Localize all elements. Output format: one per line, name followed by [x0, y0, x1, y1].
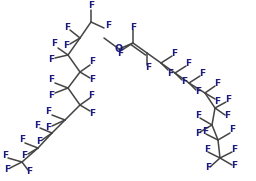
- Text: F: F: [117, 49, 123, 58]
- Text: F: F: [229, 125, 235, 134]
- Text: F: F: [199, 68, 205, 77]
- Text: F: F: [48, 75, 54, 85]
- Text: F: F: [167, 68, 173, 77]
- Text: F: F: [202, 127, 208, 136]
- Text: F: F: [89, 58, 95, 66]
- Text: F: F: [88, 90, 94, 100]
- Text: F: F: [45, 123, 51, 132]
- Text: F: F: [2, 150, 8, 159]
- Text: F: F: [225, 94, 231, 104]
- Text: F: F: [205, 163, 211, 172]
- Text: F: F: [64, 22, 70, 31]
- Text: F: F: [231, 161, 237, 171]
- Text: F: F: [224, 111, 230, 121]
- Text: F: F: [19, 136, 25, 144]
- Text: F: F: [45, 108, 51, 117]
- Text: F: F: [214, 96, 220, 106]
- Text: F: F: [204, 144, 210, 153]
- Text: F: F: [181, 77, 187, 87]
- Text: F: F: [195, 129, 201, 138]
- Text: F: F: [48, 54, 54, 64]
- Text: F: F: [88, 1, 94, 10]
- Text: F: F: [185, 58, 191, 68]
- Text: F: F: [89, 108, 95, 117]
- Text: F: F: [195, 87, 201, 96]
- Text: O: O: [115, 44, 123, 54]
- Text: F: F: [36, 136, 42, 146]
- Text: F: F: [4, 165, 10, 174]
- Text: F: F: [214, 79, 220, 87]
- Text: F: F: [171, 49, 177, 58]
- Text: F: F: [105, 20, 111, 30]
- Text: F: F: [26, 167, 32, 176]
- Text: F: F: [231, 144, 237, 153]
- Text: F: F: [145, 64, 151, 73]
- Text: F: F: [195, 110, 201, 119]
- Text: F: F: [21, 151, 27, 161]
- Text: F: F: [34, 121, 40, 129]
- Text: F: F: [89, 75, 95, 85]
- Text: F: F: [51, 39, 57, 49]
- Text: F: F: [48, 90, 54, 100]
- Text: F: F: [63, 41, 69, 50]
- Text: F: F: [130, 22, 136, 31]
